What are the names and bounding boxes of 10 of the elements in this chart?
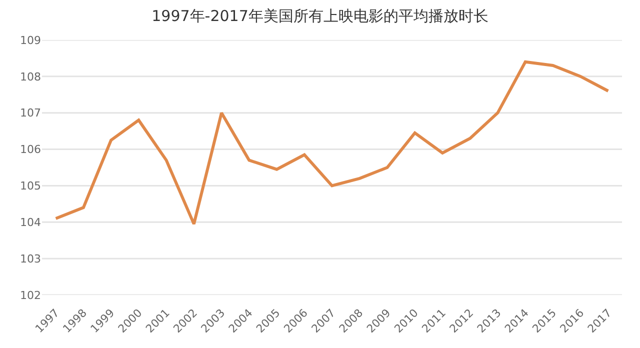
y-tick-label: 106	[20, 143, 41, 156]
y-tick-label: 107	[20, 106, 41, 120]
y-tick-label: 108	[20, 70, 41, 84]
y-tick-label: 102	[20, 288, 41, 302]
line-series	[54, 60, 610, 226]
y-tick-label: 103	[20, 252, 41, 266]
y-tick-label: 104	[20, 216, 41, 229]
y-tick-label: 105	[20, 180, 41, 193]
chart-title: 1997年-2017年美国所有上映电影的平均播放时长	[152, 6, 488, 25]
y-tick-label: 109	[20, 34, 41, 47]
